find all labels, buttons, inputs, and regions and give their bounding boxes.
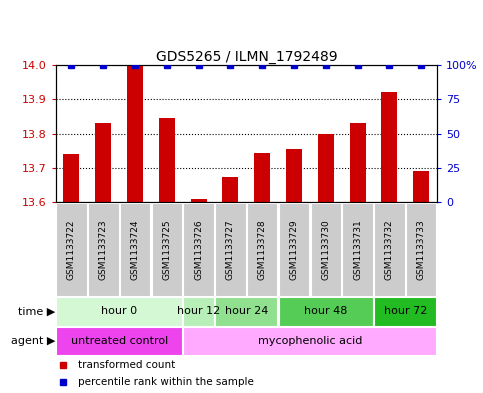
Bar (247, 203, 278, 296)
Text: hour 12: hour 12 (177, 307, 220, 316)
Bar (184, 203, 214, 296)
Bar (63, 154, 79, 202)
Text: GSM1133731: GSM1133731 (353, 219, 362, 280)
Text: GSM1133728: GSM1133728 (258, 219, 267, 280)
Text: hour 72: hour 72 (384, 307, 427, 316)
Bar (350, 123, 366, 202)
Text: GSM1133733: GSM1133733 (417, 219, 426, 280)
Text: untreated control: untreated control (71, 336, 168, 346)
Bar (88, 203, 118, 296)
Text: hour 0: hour 0 (101, 307, 137, 316)
Bar (56, 297, 182, 325)
Bar (342, 203, 373, 296)
Text: time ▶: time ▶ (18, 307, 56, 316)
Bar (191, 199, 207, 202)
Text: GSM1133724: GSM1133724 (130, 219, 140, 280)
Bar (413, 171, 429, 202)
Bar (374, 203, 405, 296)
Bar (318, 134, 334, 202)
Bar (279, 297, 373, 325)
Text: mycophenolic acid: mycophenolic acid (258, 336, 362, 346)
Text: agent ▶: agent ▶ (11, 336, 56, 346)
Text: hour 24: hour 24 (225, 307, 268, 316)
Text: percentile rank within the sample: percentile rank within the sample (78, 377, 255, 387)
Bar (184, 297, 214, 325)
Bar (152, 203, 182, 296)
Text: GSM1133725: GSM1133725 (162, 219, 171, 280)
Bar (56, 203, 87, 296)
Bar (56, 327, 182, 355)
Bar (254, 152, 270, 202)
Text: hour 48: hour 48 (304, 307, 347, 316)
Bar (215, 297, 278, 325)
Text: transformed count: transformed count (78, 360, 176, 369)
Bar (159, 118, 175, 202)
Bar (120, 203, 150, 296)
Bar (223, 176, 239, 202)
Bar (95, 123, 111, 202)
Bar (184, 327, 437, 355)
Bar (127, 65, 143, 202)
Text: GSM1133723: GSM1133723 (99, 219, 108, 280)
Bar (279, 203, 309, 296)
Bar (406, 203, 437, 296)
Bar (286, 149, 302, 202)
Text: GSM1133726: GSM1133726 (194, 219, 203, 280)
Title: GDS5265 / ILMN_1792489: GDS5265 / ILMN_1792489 (156, 50, 337, 64)
Text: GSM1133722: GSM1133722 (67, 219, 76, 280)
Bar (311, 203, 341, 296)
Text: GSM1133729: GSM1133729 (289, 219, 298, 280)
Bar (382, 92, 398, 202)
Text: GSM1133727: GSM1133727 (226, 219, 235, 280)
Bar (374, 297, 437, 325)
Text: GSM1133730: GSM1133730 (321, 219, 330, 280)
Bar (215, 203, 246, 296)
Text: GSM1133732: GSM1133732 (385, 219, 394, 280)
